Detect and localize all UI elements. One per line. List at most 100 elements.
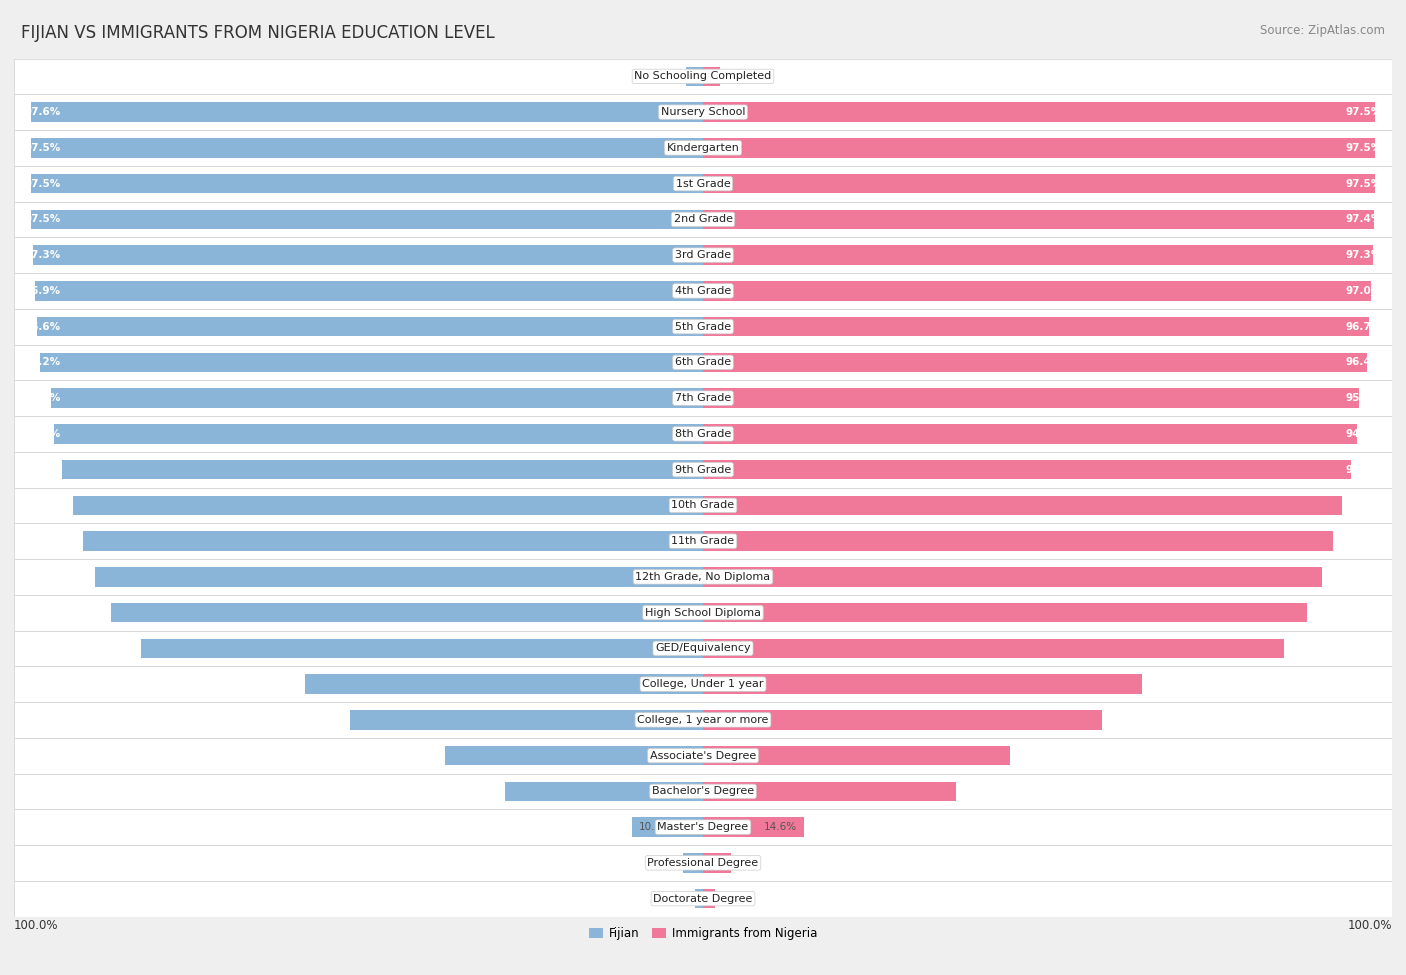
Bar [14, 702, 1392, 738]
Text: 81.6%: 81.6% [24, 644, 60, 653]
Text: 100.0%: 100.0% [1347, 919, 1392, 932]
Bar [14, 559, 1392, 595]
Bar [703, 710, 1102, 729]
Bar [14, 451, 1392, 488]
Bar [51, 388, 703, 408]
Bar [96, 567, 703, 587]
Text: 97.5%: 97.5% [1346, 178, 1382, 188]
Bar [14, 845, 1392, 880]
Text: 2.5%: 2.5% [688, 71, 713, 81]
Bar [703, 675, 1142, 694]
Bar [31, 138, 703, 158]
Text: 97.4%: 97.4% [1346, 214, 1382, 224]
Text: 90.0%: 90.0% [24, 536, 60, 546]
Bar [703, 174, 1375, 193]
Text: 92.7%: 92.7% [1346, 500, 1382, 510]
Bar [14, 58, 1392, 95]
Text: 96.9%: 96.9% [24, 286, 60, 295]
Bar [686, 66, 703, 86]
Bar [41, 353, 703, 372]
Text: 84.3%: 84.3% [1346, 644, 1382, 653]
Text: 2.9%: 2.9% [690, 858, 717, 868]
Text: 8th Grade: 8th Grade [675, 429, 731, 439]
Text: 88.2%: 88.2% [24, 572, 60, 582]
Text: 2nd Grade: 2nd Grade [673, 214, 733, 224]
Text: 89.9%: 89.9% [1346, 572, 1382, 582]
Bar [703, 102, 1375, 122]
Text: 5th Grade: 5th Grade [675, 322, 731, 332]
Bar [305, 675, 703, 694]
Bar [31, 102, 703, 122]
Text: College, 1 year or more: College, 1 year or more [637, 715, 769, 724]
Bar [14, 631, 1392, 666]
Bar [703, 388, 1358, 408]
Text: 6th Grade: 6th Grade [675, 358, 731, 368]
Bar [703, 246, 1374, 265]
Text: 87.7%: 87.7% [1346, 607, 1382, 617]
Bar [350, 710, 703, 729]
Text: 94.0%: 94.0% [1346, 465, 1382, 475]
Bar [14, 738, 1392, 773]
Text: 97.5%: 97.5% [1346, 107, 1382, 117]
Text: No Schooling Completed: No Schooling Completed [634, 71, 772, 81]
Text: High School Diploma: High School Diploma [645, 607, 761, 617]
Text: 93.1%: 93.1% [24, 465, 60, 475]
Bar [14, 95, 1392, 130]
Text: 28.7%: 28.7% [24, 787, 60, 797]
Bar [446, 746, 703, 765]
Bar [703, 531, 1333, 551]
Text: 91.4%: 91.4% [1346, 536, 1382, 546]
Bar [703, 603, 1308, 622]
Text: 7th Grade: 7th Grade [675, 393, 731, 403]
Text: 1.1%: 1.1% [703, 894, 728, 904]
Text: 97.5%: 97.5% [24, 143, 60, 153]
Bar [703, 317, 1369, 336]
Text: 11th Grade: 11th Grade [672, 536, 734, 546]
Text: 96.4%: 96.4% [1346, 358, 1382, 368]
Text: GED/Equivalency: GED/Equivalency [655, 644, 751, 653]
Text: 94.2%: 94.2% [24, 429, 60, 439]
Text: 1.8%: 1.8% [682, 894, 709, 904]
Bar [703, 639, 1284, 658]
Text: Kindergarten: Kindergarten [666, 143, 740, 153]
Text: 96.2%: 96.2% [24, 358, 60, 368]
Bar [14, 344, 1392, 380]
Bar [14, 166, 1392, 202]
Bar [703, 782, 956, 801]
Text: 100.0%: 100.0% [14, 919, 59, 932]
Bar [14, 416, 1392, 451]
Text: 91.5%: 91.5% [24, 500, 60, 510]
Text: Source: ZipAtlas.com: Source: ZipAtlas.com [1260, 24, 1385, 37]
Bar [703, 889, 716, 909]
Bar [14, 273, 1392, 309]
Text: 3rd Grade: 3rd Grade [675, 251, 731, 260]
Text: 4th Grade: 4th Grade [675, 286, 731, 295]
Bar [14, 666, 1392, 702]
Text: 97.0%: 97.0% [1346, 286, 1382, 295]
Text: 10.3%: 10.3% [638, 822, 672, 832]
Bar [14, 595, 1392, 631]
Text: 4.1%: 4.1% [697, 858, 724, 868]
Bar [83, 531, 703, 551]
Bar [14, 880, 1392, 916]
Bar [31, 174, 703, 193]
Bar [14, 773, 1392, 809]
Text: 2.5%: 2.5% [693, 71, 718, 81]
Text: 63.7%: 63.7% [1346, 680, 1382, 689]
Bar [683, 853, 703, 873]
Text: 1st Grade: 1st Grade [676, 178, 730, 188]
Text: 57.7%: 57.7% [24, 680, 60, 689]
Bar [703, 210, 1374, 229]
Bar [14, 237, 1392, 273]
Bar [38, 317, 703, 336]
Bar [703, 424, 1357, 444]
Bar [703, 853, 731, 873]
Bar [703, 495, 1341, 515]
Text: 97.5%: 97.5% [24, 178, 60, 188]
Bar [505, 782, 703, 801]
Text: 44.6%: 44.6% [1346, 751, 1382, 760]
Bar [31, 210, 703, 229]
Text: 51.3%: 51.3% [24, 715, 60, 724]
Text: 86.0%: 86.0% [24, 607, 60, 617]
Bar [111, 603, 703, 622]
